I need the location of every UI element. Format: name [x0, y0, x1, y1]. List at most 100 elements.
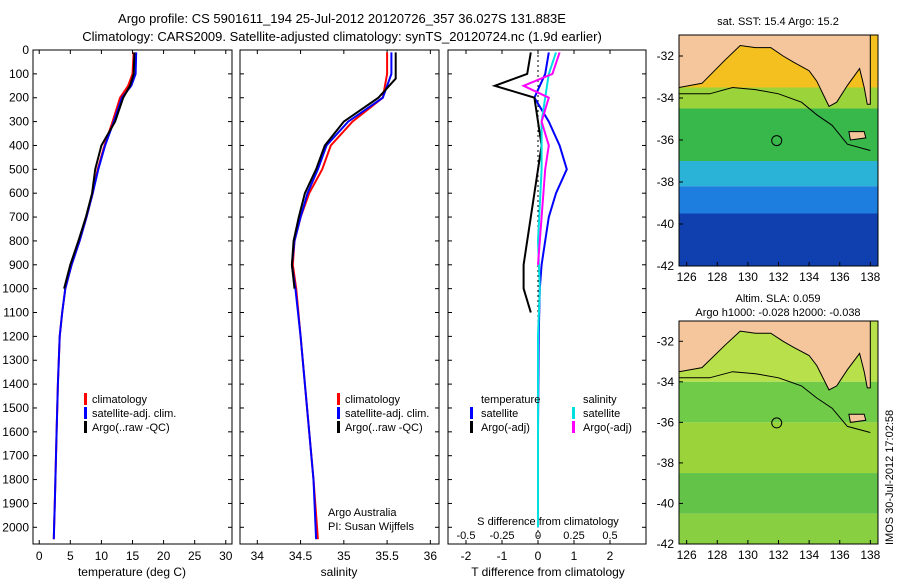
- y-tick-label: 800: [9, 234, 29, 248]
- x-tick-label: 36: [424, 549, 438, 563]
- map-x-tick-label: 136: [830, 548, 850, 562]
- y-tick-label: 1400: [2, 377, 29, 391]
- legend-swatch-satellite: [337, 407, 340, 419]
- legend-swatch-s-satellite: [572, 407, 575, 419]
- difference-xlabel-salinity: S difference from climatology: [477, 516, 619, 528]
- kangaroo-island: [848, 413, 867, 423]
- difference-legend-temperature: temperature satellite Argo(-adj): [470, 394, 540, 434]
- x-tick-label: 34.5: [289, 549, 313, 563]
- temperature-axes-frame: [32, 49, 233, 545]
- kangaroo-island: [848, 131, 867, 141]
- x-tick-label: 25: [188, 549, 202, 563]
- argo-annotation-line-2: PI: Susan Wijffels: [328, 521, 414, 533]
- map-x-tick-label: 132: [768, 270, 788, 284]
- legend-label: satellite: [583, 408, 620, 420]
- map-x-tick-label: 130: [738, 270, 758, 284]
- x-tick-label-salinity: 0.25: [563, 530, 584, 542]
- map-y-tick-label: -40: [657, 217, 675, 231]
- sst-map-image: [678, 34, 879, 267]
- imos-signature: IMOS 30-Jul-2012 17:02:58: [884, 410, 896, 545]
- map-y-tick-label: -34: [657, 375, 675, 389]
- map-color-band: [679, 161, 878, 187]
- legend-label: climatology: [92, 394, 148, 406]
- map-color-band: [679, 186, 878, 214]
- x-tick-label: -2: [461, 549, 472, 563]
- y-tick-label: 1900: [2, 496, 29, 510]
- map-color-band: [679, 213, 878, 266]
- salinity-xlabel: salinity: [321, 565, 358, 579]
- sst-map: sat. SST: 15.4 Argo: 15.2 126 128 130 132 13…: [657, 16, 881, 284]
- map-y-tick-label: -32: [657, 49, 675, 63]
- map-y-tick-label: -42: [657, 259, 675, 273]
- y-tick-label: 1600: [2, 425, 29, 439]
- temperature-legend: climatology satellite-adj. clim. Argo(..…: [84, 393, 176, 434]
- difference-legend-salinity: salinity satellite Argo(-adj): [572, 394, 632, 434]
- salinity-plot-area: 34 34.5 35 35.5 36: [240, 49, 439, 563]
- sst-map-title: sat. SST: 15.4 Argo: 15.2: [717, 16, 839, 28]
- bathymetry-contour: [679, 86, 871, 151]
- x-tick-label: 34: [251, 549, 265, 563]
- map-x-tick-label: 134: [799, 548, 819, 562]
- sst-map-ticks: 126 128 130 132 134 136 138 -32 -34 -36 -38 -40 -42: [657, 49, 881, 284]
- map-x-tick-label: 128: [707, 270, 727, 284]
- title-line-1: Argo profile: CS 5901611_194 25-Jul-2012…: [118, 11, 566, 26]
- series-line-argo-raw-qc-: [63, 52, 136, 289]
- legend-swatch-t-argo: [470, 421, 473, 433]
- sla-map: Altim. SLA: 0.059 Argo h1000: -0.028 h20…: [657, 293, 881, 562]
- temperature-plot-area: 0100200300400500600700800900100011001200…: [2, 43, 232, 563]
- map-y-tick-label: -34: [657, 91, 675, 105]
- map-color-band: [679, 87, 878, 109]
- series-line-satellite-adj-clim-: [290, 52, 393, 540]
- sla-map-title-1: Altim. SLA: 0.059: [736, 293, 821, 305]
- x-tick-label: 1: [571, 549, 578, 563]
- y-tick-label: 1500: [2, 401, 29, 415]
- sla-map-image: [678, 320, 879, 545]
- land-mass: [679, 35, 871, 108]
- legend-label: Argo(-adj): [583, 422, 632, 434]
- legend-heading: salinity: [583, 394, 617, 406]
- x-tick-label-salinity: -0.25: [489, 530, 514, 542]
- map-x-tick-label: 136: [830, 270, 850, 284]
- x-tick-label: 2: [607, 549, 614, 563]
- temperature-xlabel: temperature (deg C): [78, 565, 186, 579]
- legend-label: Argo(-adj): [481, 422, 530, 434]
- map-color-band: [679, 473, 878, 514]
- legend-heading: temperature: [481, 394, 540, 406]
- x-tick-label: -1: [497, 549, 508, 563]
- y-tick-label: 700: [9, 210, 29, 224]
- legend-swatch-climatology: [337, 393, 340, 405]
- map-x-tick-label: 132: [768, 548, 788, 562]
- map-color-band: [679, 513, 878, 544]
- map-y-tick-label: -40: [657, 496, 675, 510]
- legend-label: satellite-adj. clim.: [345, 408, 429, 420]
- map-y-tick-label: -42: [657, 537, 675, 551]
- series-line-salinity-argo-adj-: [521, 52, 561, 265]
- difference-xlabel-temperature: T difference from climatology: [471, 565, 625, 579]
- legend-swatch-argo: [337, 421, 340, 433]
- float-location-marker: [771, 417, 783, 429]
- salinity-legend: climatology satellite-adj. clim. Argo(..…: [337, 393, 429, 434]
- y-tick-label: 1200: [2, 329, 29, 343]
- temperature-panel: 0100200300400500600700800900100011001200…: [2, 43, 232, 579]
- legend-swatch-climatology: [84, 393, 87, 405]
- legend-swatch-satellite: [84, 407, 87, 419]
- map-x-tick-label: 138: [860, 270, 880, 284]
- series-line-argo-raw-qc-: [290, 52, 397, 289]
- y-tick-label: 100: [9, 67, 29, 81]
- map-color-band: [679, 381, 878, 423]
- y-tick-label: 200: [9, 91, 29, 105]
- map-x-tick-label: 128: [707, 548, 727, 562]
- map-color-band: [679, 422, 878, 474]
- x-tick-label: 35: [337, 549, 351, 563]
- legend-label: satellite: [481, 408, 518, 420]
- legend-swatch-argo: [84, 421, 87, 433]
- map-x-tick-label: 134: [799, 270, 819, 284]
- map-x-tick-label: 130: [738, 548, 758, 562]
- bathymetry-contour: [679, 371, 871, 433]
- y-tick-label: 300: [9, 115, 29, 129]
- land-mass: [679, 321, 871, 391]
- y-tick-label: 400: [9, 138, 29, 152]
- x-tick-label-salinity: -0.5: [457, 530, 476, 542]
